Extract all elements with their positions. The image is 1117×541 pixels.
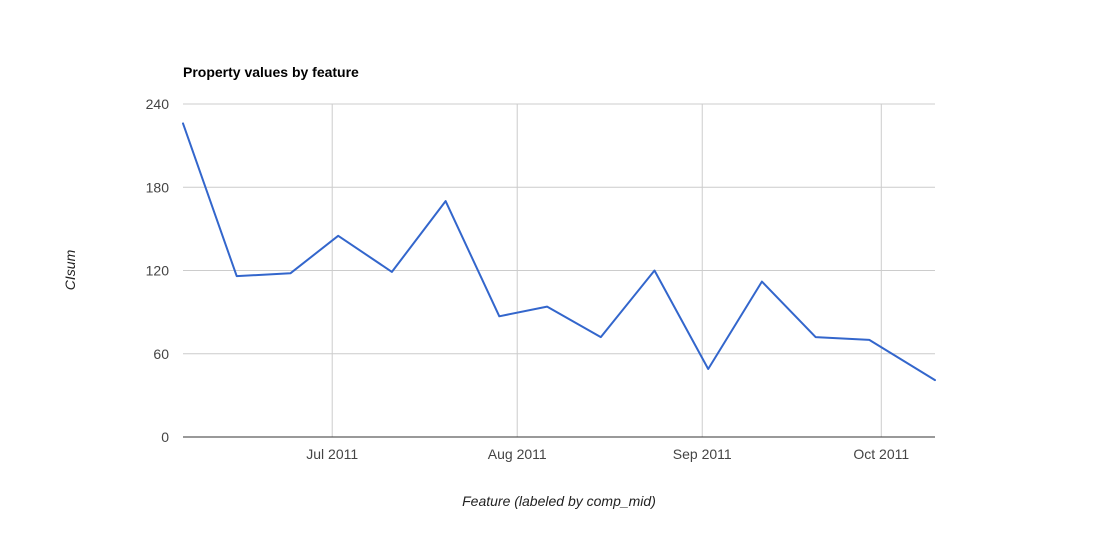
x-tick-label: Jul 2011 xyxy=(306,446,358,462)
gridlines xyxy=(183,103,935,437)
y-tick-label: 0 xyxy=(161,429,169,445)
chart-title: Property values by feature xyxy=(183,64,359,80)
y-tick-label: 60 xyxy=(153,346,169,362)
x-axis-ticks: Jul 2011 Aug 2011 Sep 2011 Oct 2011 xyxy=(306,446,909,462)
x-tick-label: Aug 2011 xyxy=(488,446,547,462)
y-axis-title: CIsum xyxy=(62,249,78,290)
series-layer xyxy=(182,122,936,382)
y-tick-label: 240 xyxy=(146,96,170,112)
x-axis-title: Feature (labeled by comp_mid) xyxy=(462,493,656,509)
x-tick-label: Oct 2011 xyxy=(853,446,909,462)
x-tick-label: Sep 2011 xyxy=(673,446,732,462)
y-tick-label: 120 xyxy=(146,263,170,279)
series-line xyxy=(182,122,936,382)
y-axis-ticks: 0 60 120 180 240 xyxy=(146,96,170,445)
y-tick-label: 180 xyxy=(146,179,170,195)
